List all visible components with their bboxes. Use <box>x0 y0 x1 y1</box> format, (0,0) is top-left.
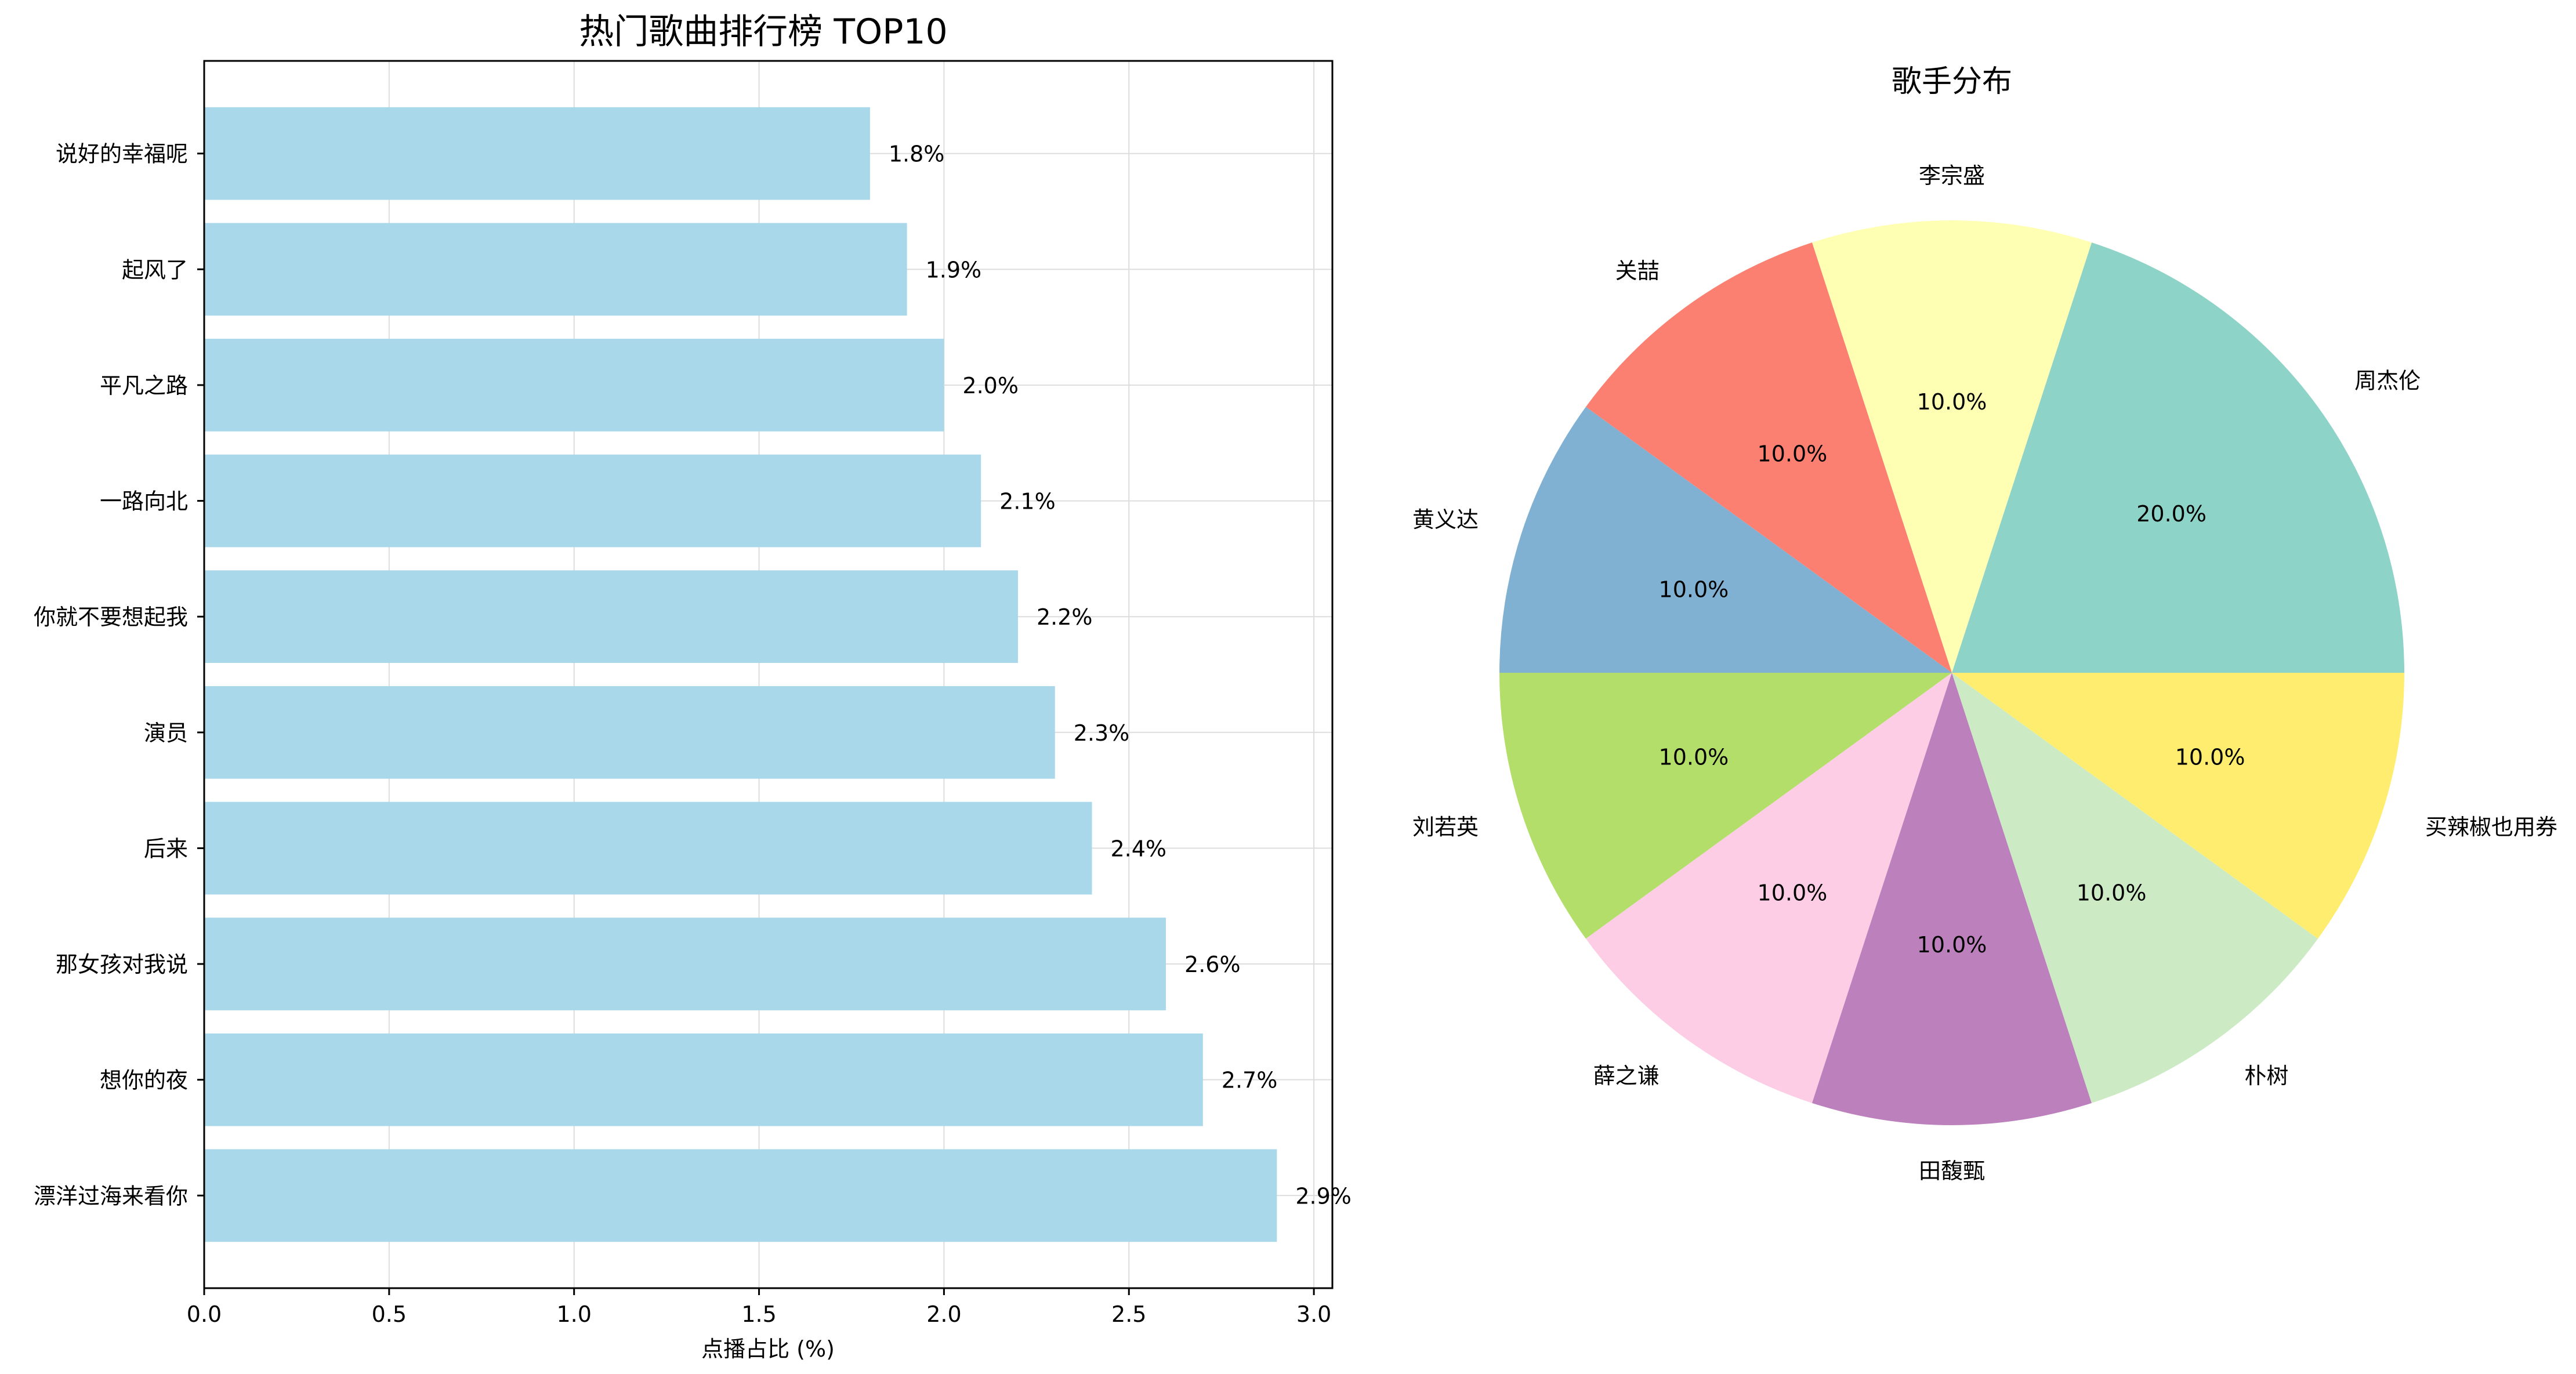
pie-percent-label: 10.0% <box>1917 389 1987 415</box>
pie-slice <box>1585 242 1952 673</box>
x-tick-label: 2.0 <box>926 1302 961 1327</box>
pie-percent-label: 10.0% <box>1659 577 1729 602</box>
bar-value-label: 2.1% <box>999 489 1056 514</box>
pie-slice-label: 刘若英 <box>1412 814 1479 840</box>
bar <box>204 454 981 548</box>
y-tick-label: 起风了 <box>122 257 188 282</box>
bar-value-label: 2.2% <box>1037 604 1093 630</box>
pie-slice-label: 薛之谦 <box>1593 1063 1660 1089</box>
pie-chart-slices <box>1499 220 2404 1126</box>
bar-chart-title: 热门歌曲排行榜 TOP10 <box>579 12 947 52</box>
x-tick-label: 1.0 <box>556 1302 591 1327</box>
pie-percent-label: 10.0% <box>1758 880 1828 906</box>
bar-value-label: 1.8% <box>889 142 945 167</box>
x-tick-label: 0.0 <box>187 1302 222 1327</box>
bar <box>204 802 1092 895</box>
bar <box>204 570 1018 664</box>
y-tick-label: 想你的夜 <box>100 1068 188 1093</box>
x-tick-label: 1.5 <box>741 1302 776 1327</box>
pie-chart-percent-labels: 20.0% 10.0% 10.0% 10.0% 10.0% 10.0% 10.0% 10.0%… <box>1659 389 2245 958</box>
pie-slice-label: 朴树 <box>2244 1063 2288 1089</box>
y-tick-label: 说好的幸福呢 <box>56 142 188 167</box>
bar-chart-bars <box>204 107 1277 1242</box>
y-tick-label: 漂洋过海来看你 <box>34 1183 188 1209</box>
pie-percent-label: 10.0% <box>1758 441 1828 466</box>
bar <box>204 918 1166 1010</box>
y-tick-label: 平凡之路 <box>100 373 188 398</box>
pie-percent-label: 20.0% <box>2136 501 2207 527</box>
pie-slice-label: 田馥甄 <box>1919 1158 1985 1184</box>
pie-slice <box>1952 673 2318 1103</box>
pie-percent-label: 10.0% <box>1917 932 1987 958</box>
bar-chart-x-axis-label: 点播占比 (%) <box>701 1336 835 1362</box>
bar <box>204 686 1055 779</box>
pie-slice-label: 李宗盛 <box>1919 163 1985 188</box>
pie-slice <box>1811 673 2092 1126</box>
pie-percent-label: 10.0% <box>2077 880 2147 906</box>
bar <box>204 107 870 200</box>
pie-percent-label: 10.0% <box>2175 745 2245 770</box>
pie-slice <box>1499 673 1952 939</box>
bar-value-label: 1.9% <box>926 257 982 282</box>
bar-chart-axes-frame <box>203 60 1334 1289</box>
pie-slice <box>1499 407 1952 673</box>
bar-value-label: 2.0% <box>962 373 1019 398</box>
bar-value-label: 2.9% <box>1295 1183 1352 1209</box>
pie-slice <box>1952 242 2404 673</box>
bar-value-label: 2.7% <box>1222 1068 1278 1093</box>
bar-chart-y-ticks: 漂洋过海来看你 想你的夜 那女孩对我说 后来 演员 你就不要想起我 一路向北 平凡之路 起风了 说… <box>34 142 204 1209</box>
y-tick-label: 那女孩对我说 <box>56 952 188 977</box>
x-tick-label: 0.5 <box>372 1302 407 1327</box>
pie-percent-label: 10.0% <box>1659 745 1729 770</box>
bar-value-label: 2.6% <box>1184 952 1241 977</box>
y-tick-label: 一路向北 <box>100 489 188 514</box>
bar-chart-x-ticks: 0.0 0.5 1.0 1.5 2.0 2.5 3.0 <box>187 1288 1331 1327</box>
bar <box>204 339 944 432</box>
bar-chart-value-labels: 2.9% 2.7% 2.6% 2.4% 2.3% 2.2% 2.1% 2.0% 1.9% 1.8% <box>889 142 1352 1209</box>
bar <box>204 1033 1203 1126</box>
y-tick-label: 你就不要想起我 <box>34 604 188 630</box>
pie-slice-label: 黄义达 <box>1412 507 1479 532</box>
bar-chart: 热门歌曲排行榜 TOP10 2.9%2.7%2.6%2.4%2.3%2.2%2.… <box>34 12 1352 1362</box>
y-tick-label: 后来 <box>144 836 188 861</box>
bar <box>204 223 907 316</box>
pie-slice-label: 买辣椒也用券 <box>2425 814 2557 840</box>
pie-slice-label: 周杰伦 <box>2354 368 2421 394</box>
bar <box>204 1149 1277 1242</box>
pie-slice <box>1585 673 1952 1103</box>
pie-slice <box>1811 220 2092 673</box>
x-tick-label: 2.5 <box>1111 1302 1146 1327</box>
bar-value-label: 2.3% <box>1074 720 1130 746</box>
pie-slice <box>1952 673 2404 939</box>
x-tick-label: 3.0 <box>1296 1302 1331 1327</box>
y-tick-label: 演员 <box>144 720 188 746</box>
pie-chart-title: 歌手分布 <box>1892 64 2012 99</box>
bar-value-label: 2.4% <box>1110 836 1166 861</box>
pie-slice-label: 关喆 <box>1615 258 1660 284</box>
